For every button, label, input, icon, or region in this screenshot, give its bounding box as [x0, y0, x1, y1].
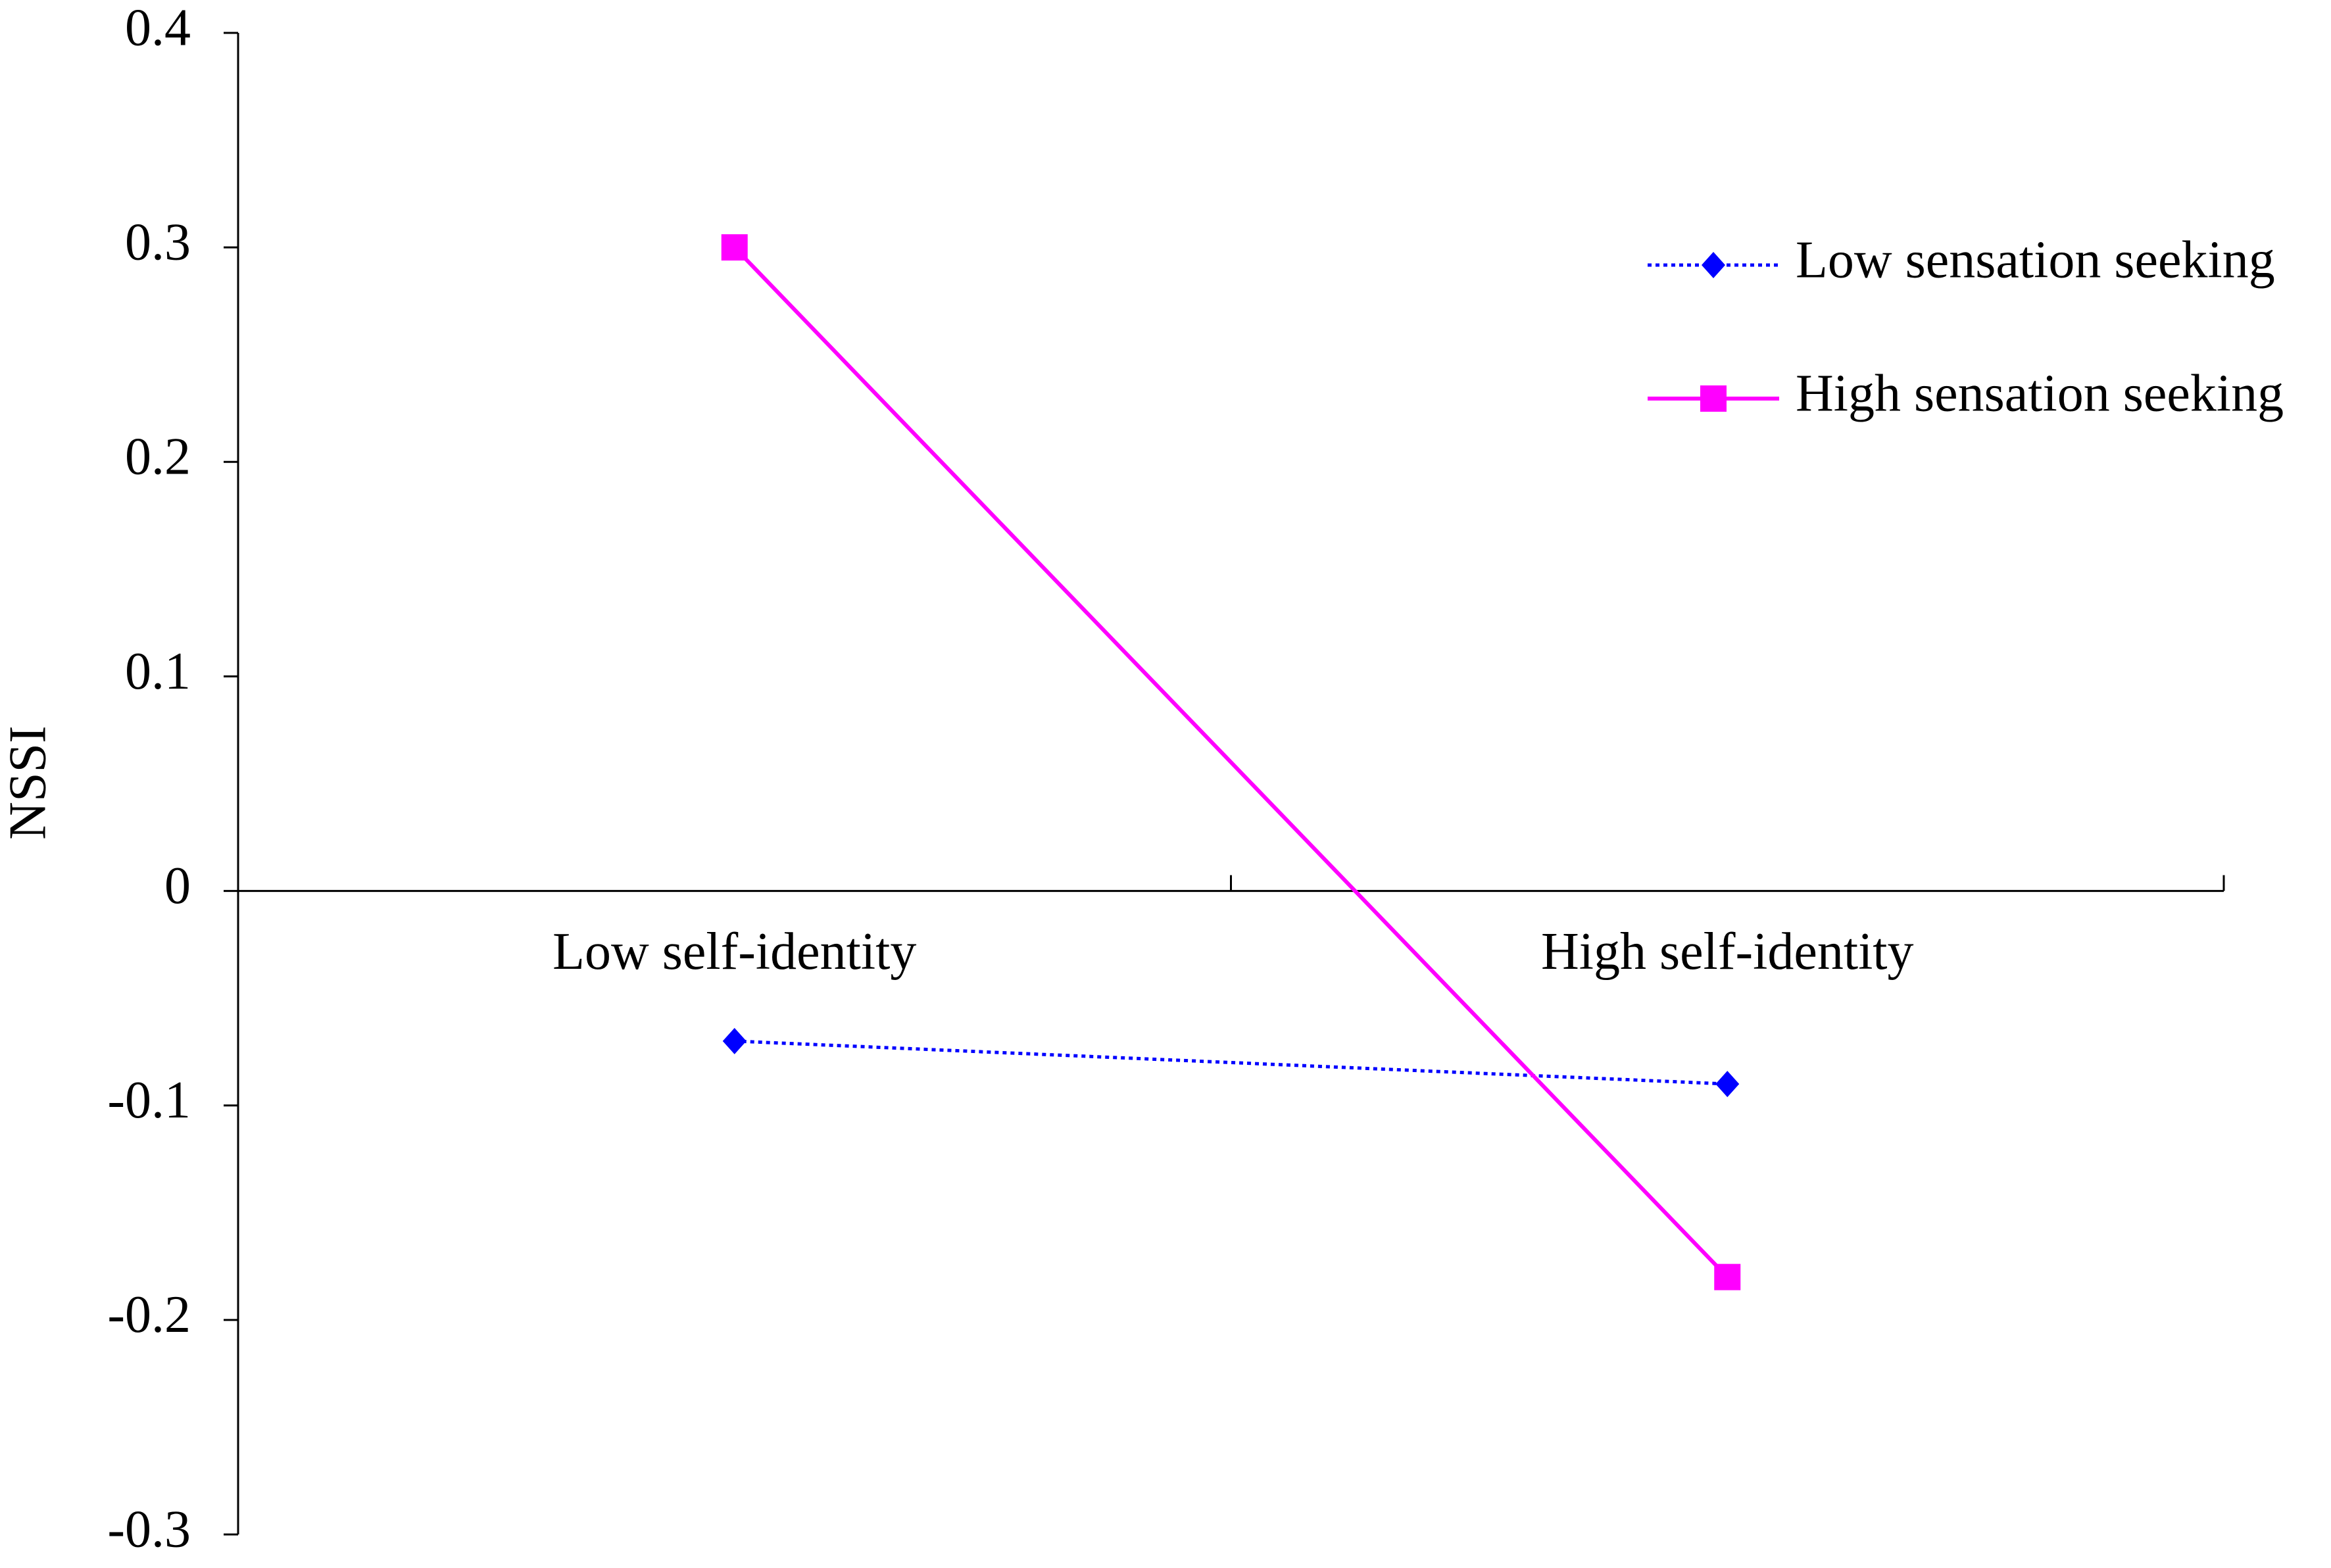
y-tick-label: 0: [164, 857, 191, 915]
y-tick-label: 0.3: [125, 214, 191, 272]
y-tick-label: -0.1: [107, 1071, 191, 1129]
y-tick-label: -0.3: [107, 1500, 191, 1558]
data-point: [1715, 1071, 1740, 1098]
y-tick-label: 0.4: [125, 0, 191, 57]
legend-marker: [1700, 385, 1727, 412]
legend-label: Low sensation seeking: [1796, 231, 2275, 289]
data-point: [1714, 1263, 1741, 1290]
y-axis-label: NSSI: [0, 725, 57, 839]
x-tick-label: Low self-identity: [552, 923, 916, 981]
legend-label: High sensation seeking: [1796, 364, 2284, 422]
series-line: [733, 246, 1729, 1279]
legend-marker: [1702, 252, 1725, 278]
y-tick-label: 0.1: [125, 643, 191, 700]
y-tick-label: 0.2: [125, 428, 191, 486]
y-tick-label: -0.2: [107, 1286, 191, 1344]
data-point: [722, 1027, 747, 1054]
series-line: [734, 1039, 1728, 1086]
x-tick-label: High self-identity: [1541, 923, 1914, 981]
data-point: [721, 234, 748, 261]
